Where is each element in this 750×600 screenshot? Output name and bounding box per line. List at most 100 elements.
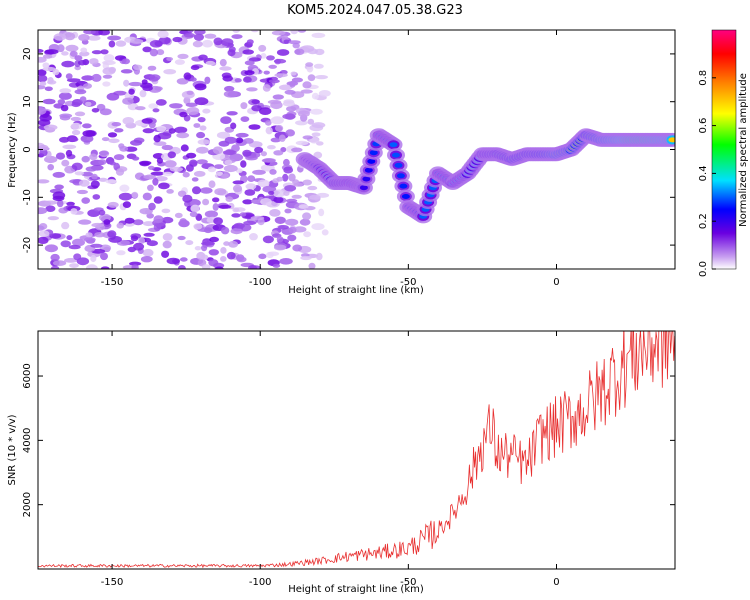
heatmap-noise-cell bbox=[119, 184, 130, 192]
heatmap-ridge-core bbox=[392, 152, 400, 158]
heatmap-ridge-core bbox=[401, 194, 410, 199]
heatmap-noise-cell bbox=[263, 70, 270, 75]
heatmap-noise-cell bbox=[161, 216, 174, 224]
heatmap-noise-cell bbox=[267, 251, 280, 257]
heatmap-noise-cell bbox=[285, 129, 296, 137]
heatmap-noise-cell bbox=[262, 84, 271, 92]
heatmap-noise-cell bbox=[242, 149, 252, 157]
heatmap-noise-cell bbox=[109, 161, 116, 166]
heatmap-noise-cell bbox=[300, 255, 312, 261]
heatmap-ridge-core bbox=[399, 183, 408, 189]
heatmap-noise-cell bbox=[273, 196, 284, 203]
heatmap-noise-cell bbox=[240, 160, 247, 168]
heatmap-noise-cell bbox=[147, 65, 157, 71]
heatmap-noise-cell bbox=[302, 81, 312, 89]
heatmap-noise-cell bbox=[291, 194, 302, 199]
heatmap-noise-cell bbox=[38, 56, 47, 63]
heatmap-noise-cell bbox=[190, 204, 200, 213]
heatmap-noise-cell bbox=[250, 30, 259, 33]
heatmap-noise-cell bbox=[283, 191, 290, 196]
heatmap-noise-cell bbox=[131, 156, 140, 161]
heatmap-noise-cell bbox=[215, 171, 223, 177]
heatmap-noise-cell bbox=[139, 89, 147, 98]
heatmap-noise-cell bbox=[307, 118, 315, 125]
heatmap-noise-cell bbox=[219, 66, 232, 71]
heatmap-noise-cell bbox=[297, 30, 307, 33]
x-tick-label: -150 bbox=[101, 277, 124, 288]
heatmap-noise-cell bbox=[38, 179, 50, 184]
heatmap-noise-cell bbox=[205, 60, 216, 66]
heatmap-noise-cell bbox=[129, 261, 142, 266]
y-tick-label: 20 bbox=[22, 48, 33, 61]
heatmap-noise-cell bbox=[209, 236, 220, 243]
heatmap-noise-cell bbox=[47, 216, 59, 221]
heatmap-noise-cell bbox=[102, 74, 113, 79]
heatmap-ridge-core bbox=[389, 142, 398, 148]
heatmap-noise-cell bbox=[51, 265, 60, 269]
heatmap-noise-cell bbox=[275, 124, 284, 132]
heatmap-noise-cell bbox=[273, 244, 287, 251]
heatmap-noise-cell bbox=[130, 38, 144, 44]
heatmap-noise-cell bbox=[246, 87, 258, 92]
heatmap-noise-cell bbox=[290, 71, 297, 76]
colorbar-gradient bbox=[711, 29, 737, 270]
heatmap-noise-cell bbox=[194, 97, 209, 106]
heatmap-noise-cell bbox=[208, 180, 216, 188]
heatmap-noise-cell bbox=[201, 241, 215, 246]
heatmap-noise-cell bbox=[149, 48, 159, 57]
heatmap-noise-cell bbox=[142, 128, 154, 134]
heatmap-noise-cell bbox=[272, 263, 281, 268]
heatmap-noise-cell bbox=[64, 32, 76, 41]
x-tick-label: -100 bbox=[249, 577, 272, 588]
heatmap-noise-cell bbox=[278, 134, 286, 142]
heatmap-noise-cell bbox=[82, 130, 96, 137]
heatmap-noise-cell bbox=[56, 199, 64, 208]
heatmap-noise-cell bbox=[295, 140, 309, 146]
heatmap-noise-cell bbox=[86, 264, 98, 269]
heatmap-noise-cell bbox=[194, 246, 202, 251]
heatmap-noise-cell bbox=[42, 98, 56, 105]
heatmap-noise-cell bbox=[248, 265, 257, 269]
heatmap-noise-cell bbox=[85, 166, 98, 172]
heatmap-noise-cell bbox=[199, 125, 207, 131]
heatmap-noise-cell bbox=[38, 48, 44, 53]
heatmap-noise-cell bbox=[140, 256, 153, 263]
heatmap-noise-cell bbox=[288, 40, 301, 45]
heatmap-noise-cell bbox=[142, 221, 155, 227]
heatmap-noise-cell bbox=[169, 166, 183, 172]
heatmap-noise-cell bbox=[166, 189, 174, 194]
heatmap-noise-cell bbox=[143, 232, 155, 237]
heatmap-noise-cell bbox=[52, 68, 60, 76]
heatmap-noise-cell bbox=[39, 148, 48, 157]
heatmap-noise-cell bbox=[223, 90, 238, 98]
heatmap-noise-cell bbox=[220, 116, 232, 124]
heatmap-noise-cell bbox=[61, 221, 70, 230]
heatmap-noise-cell bbox=[139, 208, 153, 215]
x-tick-label: 0 bbox=[553, 577, 559, 588]
heatmap-noise-cell bbox=[103, 219, 111, 225]
heatmap-noise-cell bbox=[310, 108, 323, 115]
heatmap-noise-cell bbox=[122, 97, 134, 105]
heatmap-noise-cell bbox=[119, 145, 129, 152]
heatmap-noise-cell bbox=[91, 73, 102, 82]
heatmap-noise-cell bbox=[81, 171, 93, 177]
heatmap-noise-cell bbox=[302, 212, 312, 221]
heatmap-noise-cell bbox=[132, 64, 143, 71]
heatmap-noise-cell bbox=[214, 266, 224, 269]
heatmap-noise-cell bbox=[168, 128, 176, 134]
heatmap-noise-cell bbox=[107, 201, 119, 208]
heatmap-noise-cell bbox=[38, 236, 49, 244]
heatmap-noise-cell bbox=[202, 39, 213, 48]
heatmap-noise-cell bbox=[316, 252, 323, 261]
heatmap-noise-cell bbox=[128, 88, 135, 95]
heatmap-noise-cell bbox=[183, 97, 191, 105]
heatmap-noise-cell bbox=[59, 88, 72, 94]
heatmap-noise-cell bbox=[60, 240, 71, 248]
heatmap-noise-cell bbox=[193, 223, 203, 230]
heatmap-noise-cell bbox=[65, 44, 79, 52]
heatmap-noise-cell bbox=[142, 46, 152, 53]
heatmap-ridge-core bbox=[668, 137, 675, 143]
heatmap-noise-cell bbox=[292, 244, 303, 252]
heatmap-noise-cell bbox=[59, 113, 73, 119]
y-tick-label: -20 bbox=[22, 237, 33, 253]
